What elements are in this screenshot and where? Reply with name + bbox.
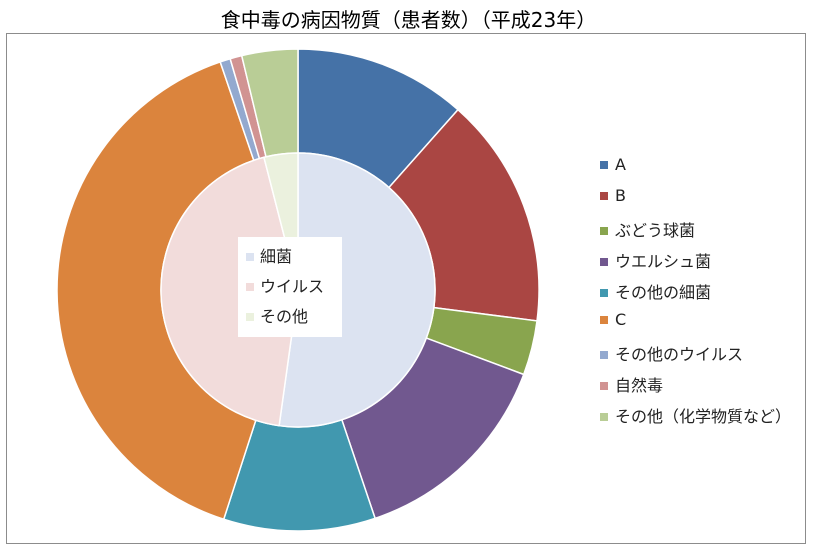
- legend-label: ウエルシュ菌: [615, 252, 712, 271]
- legend-swatch: [246, 282, 254, 291]
- inner-legend-item: 細菌: [246, 243, 292, 267]
- legend-label: その他（化学物質など）: [615, 407, 792, 426]
- chart-title: 食中毒の病因物質（患者数）（平成23年）: [220, 8, 597, 32]
- legend-label: ウイルス: [260, 277, 325, 296]
- legend-swatch: [600, 288, 608, 297]
- legend-label: A: [615, 155, 626, 174]
- legend-label: ぶどう球菌: [615, 221, 696, 240]
- legend-swatch: [600, 350, 608, 359]
- inner-ring-legend: 細菌 ウイルス その他: [238, 237, 342, 337]
- legend-label: 自然毒: [615, 376, 664, 395]
- legend-swatch: [600, 315, 608, 324]
- legend-swatch: [600, 160, 608, 169]
- legend-item: ぶどう球菌: [600, 217, 696, 240]
- inner-legend-item: その他: [246, 303, 308, 327]
- legend-swatch: [246, 252, 254, 261]
- legend-item: ウエルシュ菌: [600, 248, 712, 271]
- legend-item: その他（化学物質など）: [600, 403, 792, 426]
- legend-swatch: [600, 381, 608, 390]
- legend-label: 細菌: [260, 247, 293, 266]
- legend-swatch: [600, 412, 608, 421]
- legend-item: C: [600, 310, 626, 332]
- inner-slice-0: [278, 152, 436, 428]
- legend-item: 自然毒: [600, 372, 664, 395]
- inner-slice-1: [160, 156, 299, 427]
- legend-swatch: [246, 312, 254, 321]
- inner-legend-item: ウイルス: [246, 273, 324, 297]
- legend-label: B: [615, 186, 626, 205]
- legend-label: その他の細菌: [615, 283, 712, 302]
- legend-item: その他の細菌: [600, 279, 712, 302]
- legend-item: A: [600, 155, 626, 177]
- legend-item: その他のウイルス: [600, 341, 744, 364]
- inner-ring: [160, 152, 436, 428]
- legend-label: その他のウイルス: [615, 345, 744, 364]
- legend-swatch: [600, 191, 608, 200]
- legend-swatch: [600, 257, 608, 266]
- legend-label: その他: [260, 307, 309, 326]
- legend-label: C: [615, 310, 627, 329]
- chart-frame: [6, 33, 806, 544]
- legend-swatch: [600, 226, 608, 235]
- legend-item: B: [600, 186, 626, 208]
